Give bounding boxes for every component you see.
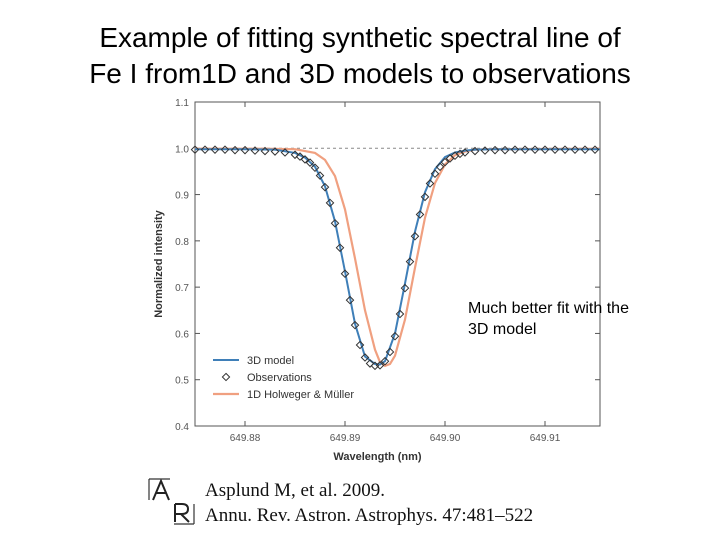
- plot-frame: [194, 101, 601, 427]
- observation-point: [325, 198, 335, 208]
- y-tick-label: 1.1: [175, 98, 189, 109]
- spectral-line-chart: 0.4 0.5 0.6 0.7 0.8 0.9 1.0 1.1 649.88 649.89 649.…: [153, 98, 601, 463]
- observation-point: [375, 361, 385, 370]
- citation-line-1: Asplund M, et al. 2009.: [205, 480, 385, 501]
- observation-point: [580, 145, 590, 154]
- citation-line-2: Annu. Rev. Astron. Astrophys. 47:481–522: [205, 505, 534, 526]
- observation-point: [560, 145, 570, 154]
- observation-point: [510, 145, 520, 154]
- y-tick-label: 0.4: [175, 422, 189, 433]
- observation-point: [540, 145, 550, 154]
- observation-point: [455, 149, 465, 159]
- observation-point: [295, 152, 305, 161]
- annual-reviews-logo-icon: [148, 478, 195, 525]
- x-tick-label: 649.89: [330, 433, 361, 444]
- observation-point: [260, 146, 270, 156]
- y-axis-label: Normalized intensity: [153, 209, 165, 317]
- observation-point: [425, 179, 435, 188]
- citation-text: Asplund M, et al. 2009. Annu. Rev. Astro…: [205, 478, 533, 528]
- observation-point: [335, 243, 345, 253]
- observation-point: [340, 269, 350, 279]
- observation-point: [290, 150, 300, 160]
- legend-label-1d-holweger-muller: 1D Holweger & Müller: [247, 389, 354, 401]
- y-tick-label: 1.0: [175, 144, 189, 155]
- observation-point: [435, 162, 445, 172]
- x-axis-label: Wavelength (nm): [333, 451, 422, 463]
- observation-point: [385, 347, 395, 357]
- observation-point: [315, 171, 325, 180]
- observation-point: [270, 147, 280, 156]
- observation-point: [490, 145, 500, 155]
- observation-point: [330, 218, 340, 228]
- y-tick-label: 0.6: [175, 329, 189, 340]
- observation-point: [460, 148, 470, 157]
- observation-point: [470, 146, 480, 156]
- observation-point: [250, 146, 260, 155]
- axes-layer: 0.4 0.5 0.6 0.7 0.8 0.9 1.0 1.1 649.88 649.89 649.…: [153, 98, 601, 463]
- observation-point: [355, 340, 365, 350]
- observation-point: [420, 192, 430, 202]
- observation-point: [190, 145, 200, 154]
- observation-point: [500, 145, 510, 155]
- observation-point: [550, 145, 560, 154]
- y-tick-label: 0.5: [175, 376, 189, 387]
- observation-point: [365, 359, 375, 368]
- legend-label-3d-model: 3D model: [247, 355, 294, 367]
- slide-title-line-1: Example of fitting synthetic spectral li…: [99, 22, 621, 53]
- fit-annotation: Much better fit with the 3D model: [468, 298, 629, 340]
- y-tick-label: 0.9: [175, 191, 189, 202]
- observation-point: [590, 145, 600, 154]
- slide-title-line-2: Fe I from1D and 3D models to observation…: [89, 58, 631, 89]
- x-tick-label: 649.90: [430, 433, 461, 444]
- legend-label-observations: Observations: [247, 372, 312, 384]
- observation-point: [380, 356, 390, 366]
- observation-point: [530, 145, 540, 154]
- observation-point: [320, 182, 330, 192]
- observation-point: [345, 295, 355, 305]
- observation-point: [400, 283, 410, 293]
- observation-point: [350, 320, 360, 330]
- observation-point: [360, 353, 370, 362]
- x-tick-label: 649.88: [230, 433, 261, 444]
- annotation-line-1: Much better fit with the: [468, 300, 629, 317]
- observation-point: [310, 163, 320, 173]
- observation-point: [405, 257, 415, 266]
- observation-point: [430, 169, 440, 179]
- observation-point: [230, 145, 240, 155]
- observation-point: [410, 231, 420, 241]
- observation-point: [300, 155, 310, 164]
- observation-point: [440, 157, 450, 167]
- observation-point: [480, 146, 490, 155]
- observation-point: [200, 145, 210, 154]
- observation-point: [240, 145, 250, 155]
- observation-point: [220, 145, 230, 154]
- observation-point: [395, 309, 405, 319]
- x-tick-label: 649.91: [530, 433, 561, 444]
- observation-point: [210, 145, 220, 154]
- y-tick-label: 0.7: [175, 283, 189, 294]
- y-tick-label: 0.8: [175, 237, 189, 248]
- observation-point: [280, 148, 290, 157]
- annotation-line-2: 3D model: [468, 321, 537, 338]
- observation-point: [305, 158, 315, 167]
- legend-swatch-observations: [221, 372, 231, 382]
- observation-point: [570, 145, 580, 154]
- series-layer: [190, 145, 601, 371]
- observation-point: [520, 145, 530, 154]
- observation-point: [390, 331, 400, 341]
- observation-point: [415, 210, 425, 219]
- chart-legend: 3D model Observations 1D Holweger & Müller: [213, 355, 354, 401]
- slide-title: Example of fitting synthetic spectral li…: [0, 20, 720, 92]
